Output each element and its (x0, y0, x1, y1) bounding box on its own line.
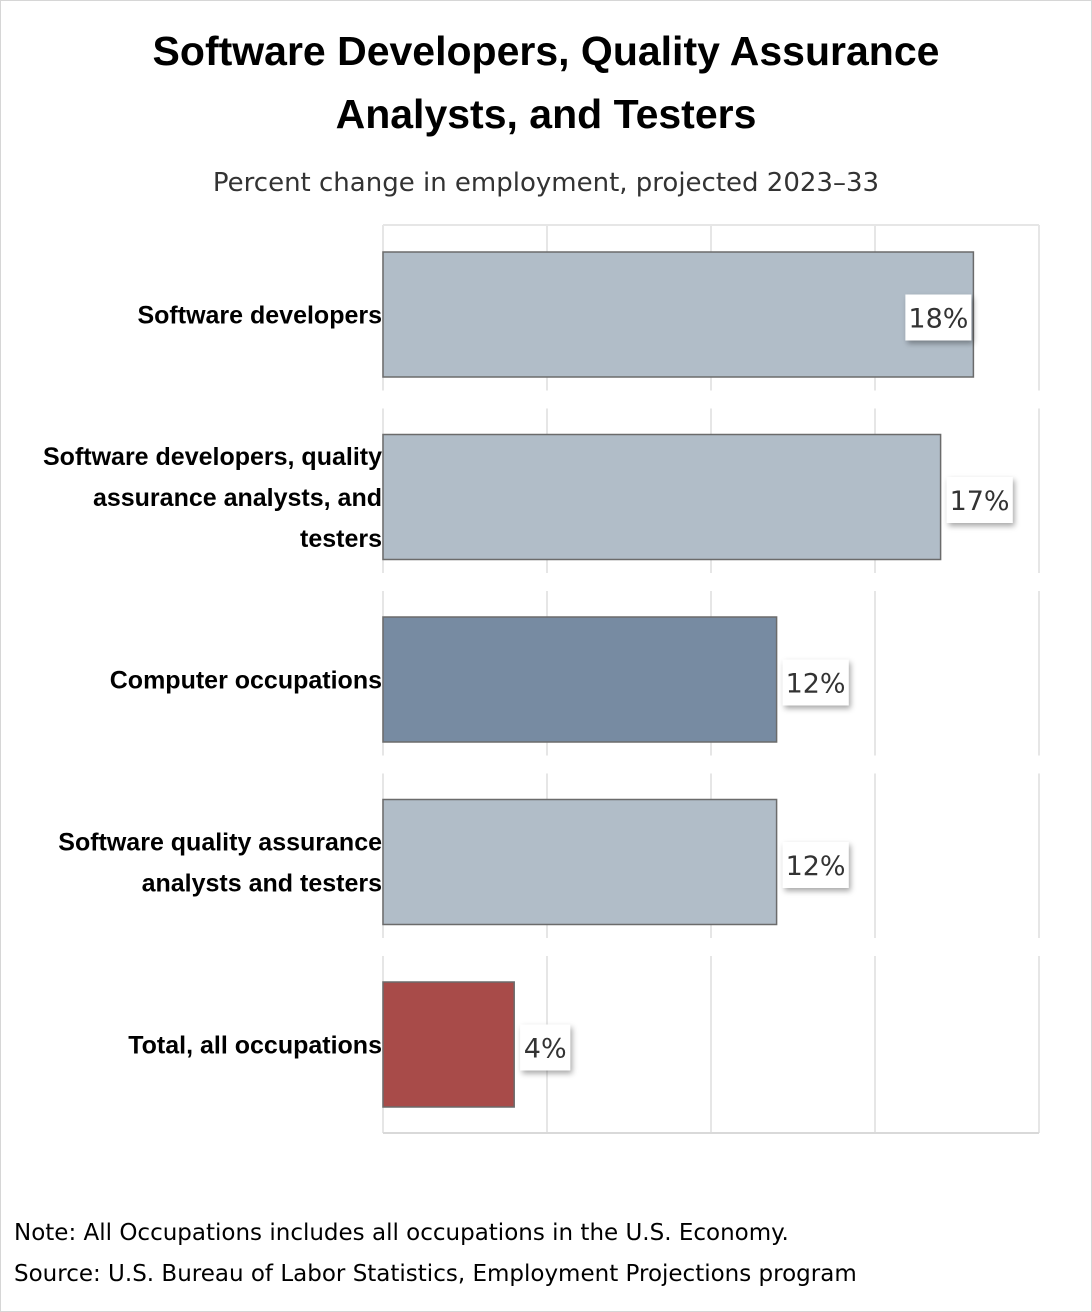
chart-subtitle: Percent change in employment, projected … (212, 168, 880, 198)
bar (382, 981, 515, 1108)
value-label: 18% (908, 304, 968, 335)
bar (382, 251, 975, 378)
category-label: Software developers, quality (43, 443, 382, 471)
category-label: Software quality assurance (58, 829, 382, 857)
category-label: testers (300, 525, 382, 553)
category-label: Total, all occupations (128, 1032, 382, 1060)
value-label: 12% (786, 669, 846, 700)
chart-title-line-1: Software Developers, Quality Assurance (152, 28, 940, 74)
value-label: 17% (950, 486, 1010, 517)
value-label: 12% (786, 851, 846, 882)
category-label: Software developers (137, 302, 382, 330)
bar (382, 616, 778, 743)
value-label-box (905, 294, 972, 341)
category-label: analysts and testers (142, 870, 382, 898)
chart-title: Software Developers, Quality Assurance A… (0, 20, 1092, 146)
value-label-box (520, 1024, 571, 1071)
chart-title-line-2: Analysts, and Testers (335, 91, 757, 137)
value-label-box (782, 842, 849, 888)
chart-source: Source: U.S. Bureau of Labor Statistics,… (14, 1261, 857, 1287)
chart-note: Note: All Occupations includes all occup… (14, 1220, 789, 1246)
value-label-box (782, 659, 849, 706)
bar (382, 433, 942, 561)
value-label: 4% (524, 1034, 567, 1065)
category-label: assurance analysts, and (93, 484, 382, 512)
value-label-box (946, 477, 1013, 523)
category-label: Computer occupations (110, 667, 382, 695)
bar (382, 798, 778, 926)
